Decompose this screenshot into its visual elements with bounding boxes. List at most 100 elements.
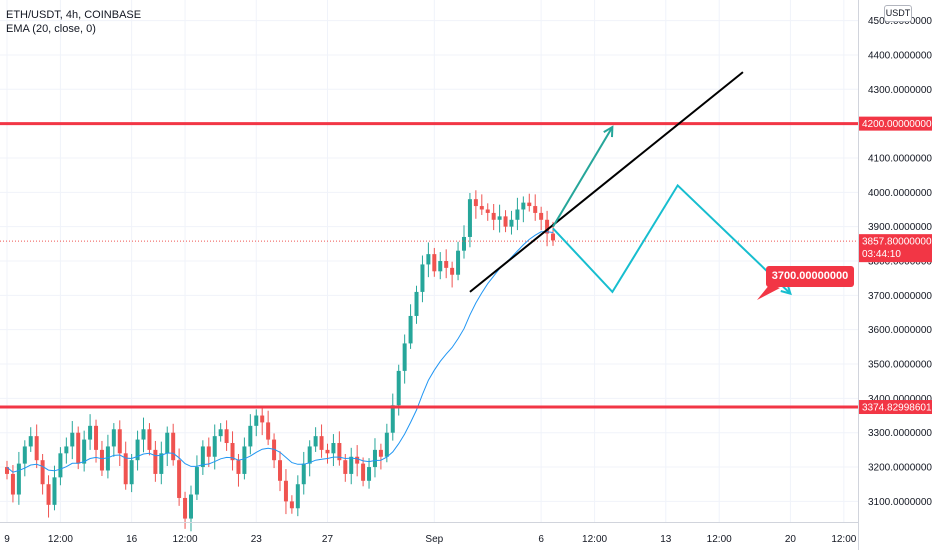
candle-body [479,206,484,210]
candle-body [224,429,229,444]
time-tick-label: 23 [251,534,263,545]
candle-body [390,405,395,433]
price-tick-label: 3400.00000000 [868,394,932,405]
candle-body [46,484,51,505]
price-tick-label: 3700.00000000 [868,291,932,302]
candle-body [200,446,205,468]
candle-body [450,267,455,275]
candle-body [272,439,277,461]
time-tick-label: 20 [785,534,797,545]
candle-body [278,460,283,481]
price-tick-label: 3600.00000000 [868,325,932,336]
candle-body [16,463,21,495]
candle-body [22,446,27,464]
support-tag-bg [859,400,932,415]
candle-body [361,463,366,481]
price-tick-label: 4000.00000000 [868,188,932,199]
current-price-tag-text: 3857.80000000 [862,237,932,248]
projection-path [552,183,792,295]
candle-body [372,449,377,468]
candle-body [88,425,93,440]
candle-body [307,446,312,464]
time-tick-label: 16 [126,534,138,545]
candle-body [467,199,472,237]
currency-button[interactable]: USDT [884,5,912,22]
candle-body [420,264,425,292]
candle-body [141,429,146,440]
candle-body [266,422,271,440]
candle-body [527,202,532,207]
candle-body [289,501,294,509]
candle-body [260,415,265,423]
support-tag-text: 3374.82998601 [862,403,932,414]
candle-body [236,460,241,474]
candle-body [414,291,419,316]
current-price-tag-bg [859,234,932,263]
candle-body [301,463,306,485]
candle-body [28,436,33,447]
candle-body [135,439,140,461]
drawings[interactable] [469,71,792,300]
candle-body [497,216,502,220]
price-tick-label: 3900.00000000 [868,222,932,233]
candle-body [384,432,389,457]
candle-body [367,467,372,481]
time-tick-label: 12:00 [582,534,607,545]
time-tick-label: 9 [4,534,10,545]
candle-body [105,446,110,471]
candle-body [515,209,520,220]
candle-body [491,212,496,220]
price-callout[interactable]: 3700.00000000 [766,266,854,287]
candle-body [461,236,466,251]
candle-body [438,261,443,272]
candle-body [188,494,193,519]
candle-body [331,443,336,454]
price-tick-label: 3200.00000000 [868,463,932,474]
candle-body [248,425,253,447]
candle-body [40,460,45,485]
candle-body [325,449,330,454]
candle-body [521,202,526,210]
up-arrow-line [552,126,614,228]
ema-line-group [6,231,554,473]
price-tick-label: 3500.00000000 [868,360,932,371]
candle-body [551,233,556,241]
candle-body [539,212,544,220]
time-tick-label: 27 [322,534,334,545]
candle-body [99,449,104,471]
candle-body [218,429,223,437]
candle-body [70,432,75,447]
up-arrowhead [603,125,614,138]
price-tick-label: 4100.00000000 [868,153,932,164]
candle-body [456,250,461,275]
candle-body [159,453,164,474]
candle-body [94,425,99,450]
candle-body [283,480,288,502]
candle-body [177,460,182,498]
candle-body [206,446,211,457]
symbol-title[interactable]: ETH/USDT, 4h, COINBASE [6,9,142,21]
candle-body [396,370,401,406]
horizontal-levels[interactable] [0,122,858,409]
time-tick-label: Sep [425,534,443,545]
time-tick-label: 12:00 [48,534,73,545]
grid [0,0,858,522]
candle-body [295,484,300,509]
candle-body [10,473,15,495]
ema-indicator-label[interactable]: EMA (20, close, 0) [6,23,96,35]
candle-body [111,429,116,447]
candle-body [254,415,259,426]
candle-body [408,315,413,344]
candle-body [171,432,176,461]
candle-body [319,436,324,450]
chart-legend: ETH/USDT, 4h, COINBASE EMA (20, close, 0… [6,8,141,36]
time-tick-label: 12:00 [173,534,198,545]
candle-body [473,199,478,207]
price-tick-label: 4400.00000000 [868,50,932,61]
candle-body [194,467,199,495]
price-tick-label: 3300.00000000 [868,428,932,439]
candle-body [343,460,348,474]
